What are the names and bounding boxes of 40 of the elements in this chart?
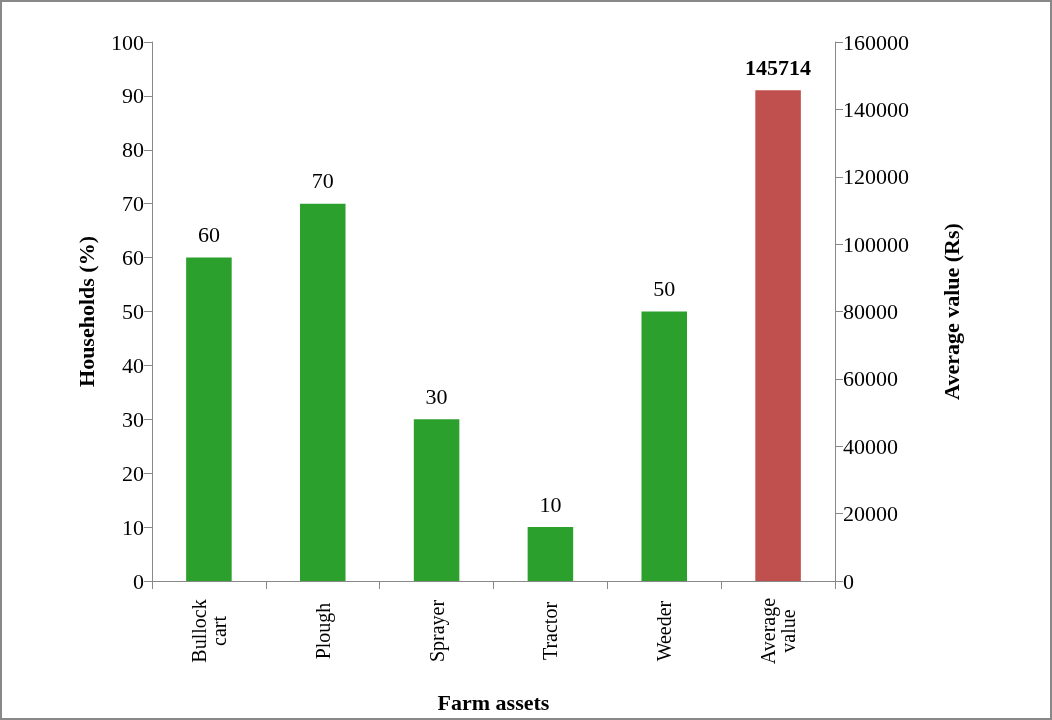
x-tick-label: Average value	[757, 597, 800, 665]
y-tick-label: 20	[122, 460, 144, 486]
bar	[527, 527, 574, 581]
y2-tick-label: 160000	[843, 29, 909, 55]
y2-tick-label: 20000	[843, 501, 898, 527]
y2-tick-label: 80000	[843, 299, 898, 324]
x-axis-title: Farm assets	[437, 689, 550, 715]
bar	[413, 419, 460, 581]
y-tick-label: 100	[111, 29, 144, 55]
y-tick-label: 30	[122, 406, 144, 432]
data-label: 70	[311, 168, 334, 194]
y2-tick-label: 0	[843, 568, 854, 594]
y-tick-label: 70	[122, 191, 144, 217]
data-label: 145714	[745, 54, 812, 80]
x-tick-label: Bullock cart	[187, 599, 230, 663]
x-tick-label: Weeder	[653, 600, 676, 662]
bar	[186, 257, 232, 581]
y-tick-label: 60	[122, 245, 144, 271]
y-tick-label: 80	[122, 137, 144, 163]
y2-tick-label: 60000	[843, 366, 898, 392]
x-tick-label: Sprayer	[425, 599, 449, 663]
data-label: 30	[425, 383, 448, 409]
y-tick-label: 90	[122, 83, 144, 109]
x-tick-label: Plough	[311, 602, 335, 660]
y-tick-label: 10	[122, 514, 144, 540]
x-tick-label: Tractor	[539, 601, 562, 661]
y-axis-title: Households (%)	[73, 236, 99, 387]
y-tick-label: 50	[122, 299, 144, 324]
y-tick-label: 40	[122, 352, 144, 378]
bar	[641, 311, 688, 581]
y2-tick-label: 140000	[843, 96, 909, 122]
data-label: 10	[539, 491, 562, 517]
y2-tick-label: 100000	[843, 231, 909, 257]
y2-tick-label: 40000	[843, 433, 898, 459]
data-label: 60	[197, 222, 220, 248]
y-tick-label: 0	[133, 568, 144, 594]
data-label: 50	[653, 276, 676, 301]
y2-axis-title: Average value (Rs)	[938, 223, 964, 400]
y2-tick-label: 120000	[843, 164, 909, 190]
bar	[299, 203, 346, 581]
